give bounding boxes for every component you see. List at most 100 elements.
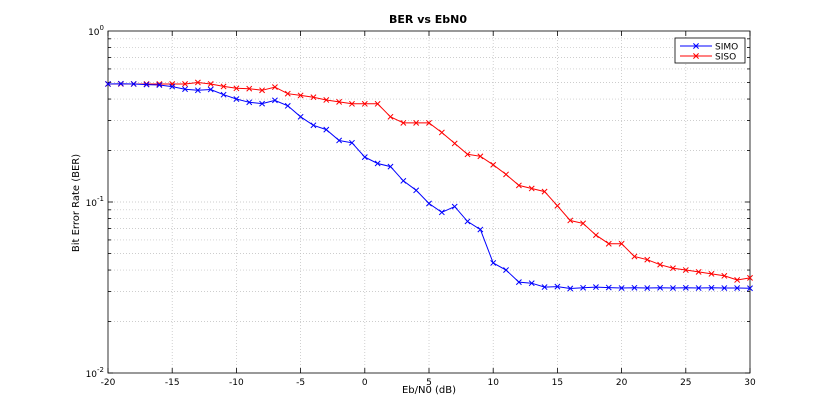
data-point-simo — [515, 279, 522, 286]
data-point-siso — [207, 81, 214, 87]
data-point-simo — [130, 81, 137, 87]
data-point-simo — [477, 226, 484, 233]
data-point-simo — [387, 163, 394, 170]
data-point-siso — [490, 161, 497, 168]
data-point-siso — [618, 240, 625, 247]
chart-title: BER vs EbN0 — [389, 13, 467, 26]
data-point-simo — [413, 187, 420, 194]
data-point-simo — [361, 154, 368, 161]
legend-label: SISO — [715, 53, 736, 63]
data-point-simo — [490, 260, 497, 266]
data-point-siso — [182, 81, 188, 87]
data-point-simo — [580, 284, 587, 291]
data-point-simo — [708, 284, 715, 291]
series-siso — [105, 79, 753, 283]
data-point-siso — [541, 188, 548, 195]
data-point-siso — [721, 272, 728, 279]
data-point-simo — [182, 86, 188, 93]
y-tick-label: 10-1 — [86, 195, 104, 209]
data-point-simo — [631, 284, 638, 291]
data-point-siso — [708, 270, 715, 277]
data-point-siso — [503, 171, 509, 178]
data-point-siso — [194, 79, 201, 86]
data-point-simo — [644, 285, 651, 291]
data-point-siso — [233, 85, 240, 92]
data-point-siso — [580, 220, 587, 227]
data-point-siso — [567, 217, 574, 224]
data-point-siso — [528, 185, 535, 192]
legend-entry-simo: SIMO — [680, 43, 738, 53]
data-point-simo — [400, 177, 407, 184]
data-point-siso — [349, 100, 355, 107]
legend-entry-siso: SISO — [680, 53, 736, 63]
data-point-siso — [734, 277, 741, 283]
x-tick-label: -20 — [101, 378, 116, 388]
data-point-simo — [284, 102, 291, 109]
data-point-simo — [207, 86, 214, 93]
data-point-siso — [631, 253, 638, 260]
data-point-siso — [426, 119, 432, 126]
data-point-siso — [682, 267, 689, 274]
data-point-simo — [271, 97, 278, 104]
data-point-simo — [451, 203, 458, 210]
x-tick-label: -10 — [229, 378, 244, 388]
data-point-siso — [310, 94, 317, 101]
data-point-siso — [670, 265, 676, 272]
data-point-simo — [618, 285, 625, 291]
data-point-simo — [592, 284, 599, 291]
data-point-simo — [259, 100, 266, 107]
data-point-siso — [605, 240, 612, 247]
data-point-simo — [169, 83, 176, 90]
legend-marker — [693, 43, 699, 49]
data-point-siso — [695, 268, 702, 275]
y-axis-label: Bit Error Rate (BER) — [71, 154, 82, 252]
data-point-simo — [657, 284, 664, 291]
grid — [108, 31, 750, 373]
data-point-simo — [246, 99, 253, 106]
axis-ticks: -20 -15 -10 -5 0 5 10 15 20 25 30 100 10-1 10-2 — [86, 24, 756, 388]
data-point-simo — [721, 285, 728, 291]
data-point-simo — [297, 113, 304, 120]
data-point-simo — [567, 285, 574, 292]
legend-marker — [693, 53, 699, 59]
series-line-simo — [107, 83, 751, 290]
data-point-simo — [336, 137, 343, 144]
x-tick-label: 5 — [426, 378, 432, 388]
data-point-simo — [503, 267, 509, 274]
data-point-siso — [271, 84, 278, 91]
data-point-simo — [323, 126, 330, 133]
data-point-simo — [464, 218, 471, 225]
y-tick-label: 100 — [88, 24, 104, 38]
data-point-simo — [374, 160, 381, 167]
data-point-simo — [105, 81, 111, 87]
data-point-siso — [464, 151, 471, 158]
data-point-simo — [605, 284, 612, 291]
data-point-siso — [169, 81, 176, 87]
data-point-siso — [644, 256, 651, 263]
x-tick-label: 30 — [744, 378, 756, 388]
data-point-siso — [220, 83, 227, 90]
data-point-siso — [284, 90, 291, 97]
data-point-siso — [336, 98, 343, 105]
legend-box — [674, 37, 746, 64]
data-point-siso — [592, 232, 599, 239]
x-tick-label: -15 — [165, 378, 180, 388]
legend-label: SIMO — [715, 43, 738, 53]
data-point-siso — [515, 182, 522, 189]
x-tick-label: 10 — [487, 378, 499, 388]
data-point-simo — [438, 209, 445, 216]
data-point-simo — [310, 122, 317, 129]
series-layer — [105, 79, 753, 292]
x-tick-label: 15 — [552, 378, 563, 388]
data-point-simo — [233, 96, 240, 103]
data-point-simo — [349, 139, 355, 146]
data-point-siso — [657, 261, 664, 268]
data-point-siso — [413, 119, 420, 126]
data-point-simo — [528, 280, 535, 287]
data-point-siso — [259, 87, 266, 94]
data-point-simo — [156, 82, 163, 88]
data-point-siso — [387, 113, 394, 120]
data-point-simo — [220, 91, 227, 98]
